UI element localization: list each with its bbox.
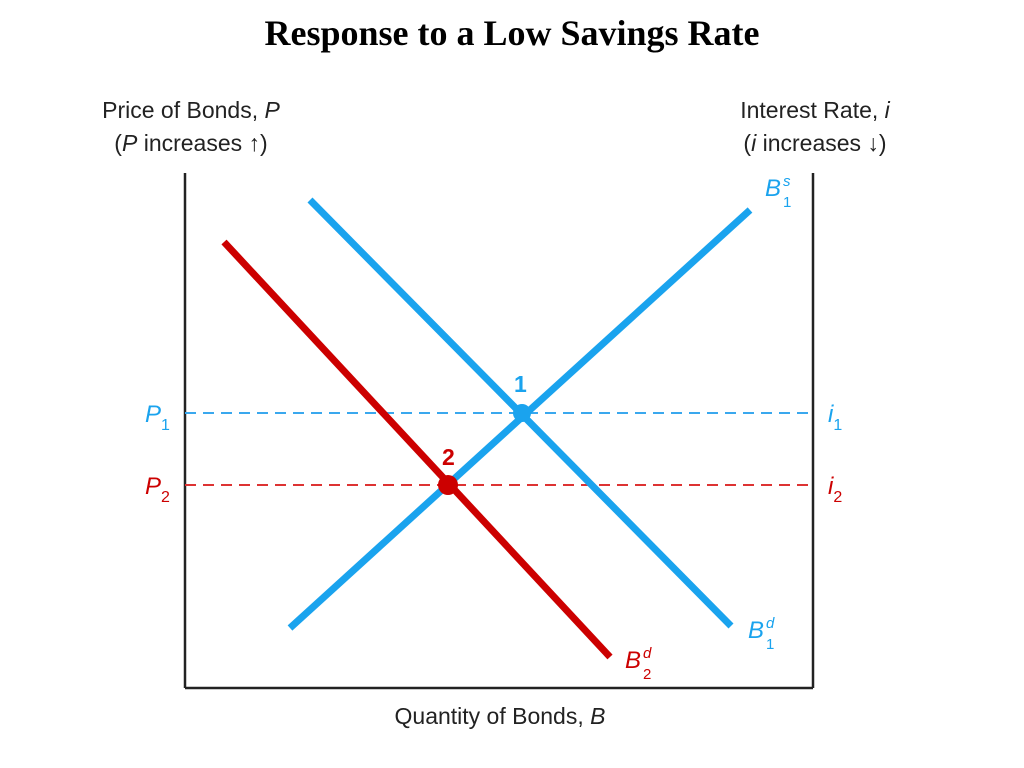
demand-curve-2-label: B d 2 (625, 645, 652, 683)
svg-text:d: d (766, 615, 775, 632)
y-axis-label-left: Price of Bonds, P (P increases ↑) (102, 97, 280, 156)
x-axis-label: Quantity of Bonds, B (394, 703, 606, 729)
diagram-title: Response to a Low Savings Rate (264, 13, 760, 53)
svg-text:d: d (643, 645, 652, 662)
i1-label: i1 (828, 401, 842, 434)
demand-curve-1-label: B d 1 (748, 615, 775, 653)
equilibrium-point-2 (438, 475, 458, 495)
equilibrium-label-1: 1 (514, 371, 527, 397)
demand-curve-2 (221, 239, 613, 660)
supply-curve-1-label: B s 1 (765, 173, 791, 211)
svg-text:s: s (783, 173, 791, 190)
equilibrium-label-2: 2 (442, 444, 455, 470)
svg-text:B: B (625, 647, 641, 674)
p2-label: P2 (145, 473, 170, 506)
p1-label: P1 (145, 401, 170, 434)
svg-text:2: 2 (643, 666, 651, 683)
equilibrium-point-1 (513, 404, 531, 422)
svg-text:1: 1 (783, 194, 791, 211)
svg-text:1: 1 (766, 636, 774, 653)
svg-text:B: B (765, 175, 781, 202)
i2-label: i2 (828, 473, 842, 506)
svg-text:B: B (748, 617, 764, 644)
y-axis-label-right: Interest Rate, i (i increases ↓) (740, 97, 890, 156)
